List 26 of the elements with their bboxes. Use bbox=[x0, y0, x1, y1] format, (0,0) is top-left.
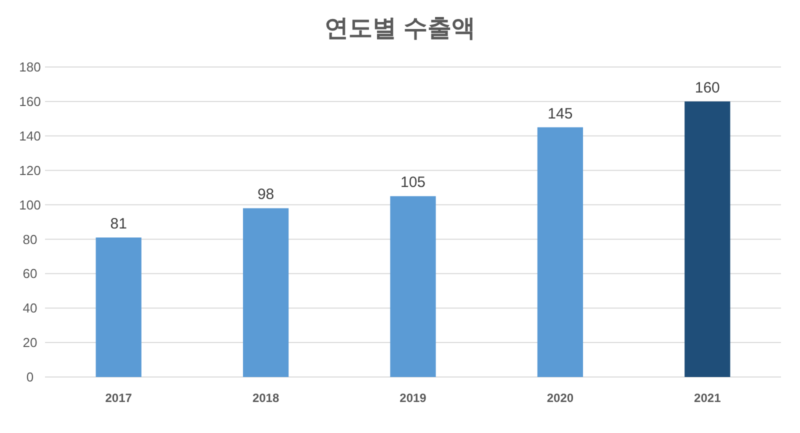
bar bbox=[684, 101, 730, 377]
data-label: 145 bbox=[548, 105, 573, 122]
y-tick-label: 100 bbox=[19, 197, 41, 212]
bar bbox=[537, 127, 584, 377]
chart-title: 연도별 수출액 bbox=[324, 15, 476, 42]
data-label: 160 bbox=[694, 79, 720, 96]
y-tick-label: 40 bbox=[22, 300, 38, 316]
y-tick-label: 180 bbox=[19, 60, 41, 75]
bar bbox=[390, 196, 436, 377]
data-label: 105 bbox=[400, 174, 426, 192]
data-label: 81 bbox=[110, 216, 127, 232]
y-tick-label: 20 bbox=[22, 335, 38, 350]
data-label: 98 bbox=[257, 186, 274, 204]
y-tick-label: 120 bbox=[19, 162, 41, 178]
y-tick-label: 0 bbox=[26, 370, 34, 385]
bar bbox=[242, 208, 289, 377]
x-tick-label: 2020 bbox=[546, 391, 574, 405]
y-tick-label: 80 bbox=[22, 232, 38, 247]
bar bbox=[96, 238, 142, 377]
x-tick-label: 2021 bbox=[694, 391, 722, 405]
x-tick-label: 2019 bbox=[400, 391, 427, 405]
y-tick-label: 60 bbox=[22, 266, 38, 282]
y-tick-label: 160 bbox=[19, 94, 41, 109]
x-tick-label: 2017 bbox=[105, 391, 132, 405]
y-tick-label: 140 bbox=[19, 128, 41, 144]
x-tick-label: 2018 bbox=[252, 391, 280, 405]
